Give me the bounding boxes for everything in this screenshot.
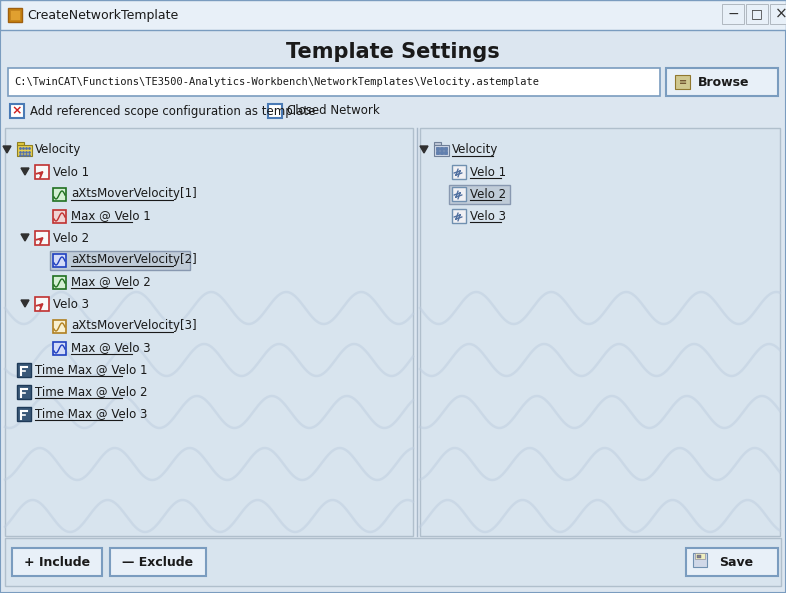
- Text: CreateNetworkTemplate: CreateNetworkTemplate: [27, 8, 178, 21]
- Bar: [452, 209, 466, 223]
- Text: Max @ Velo 3: Max @ Velo 3: [71, 342, 151, 355]
- Polygon shape: [21, 168, 29, 175]
- Bar: [50, 251, 190, 270]
- Bar: [268, 104, 282, 118]
- Text: Add referenced scope configuration as template: Add referenced scope configuration as te…: [30, 104, 315, 117]
- Bar: [8, 68, 660, 96]
- Polygon shape: [21, 234, 29, 241]
- Bar: [53, 342, 66, 355]
- Bar: [746, 4, 768, 24]
- Text: −: −: [727, 7, 739, 21]
- Text: Browse: Browse: [698, 75, 750, 88]
- Bar: [10, 104, 24, 118]
- Bar: [17, 145, 32, 156]
- Bar: [449, 185, 510, 204]
- Text: Velo 2: Velo 2: [470, 187, 506, 200]
- Bar: [722, 4, 744, 24]
- Text: aXtsMoverVelocity[3]: aXtsMoverVelocity[3]: [71, 320, 196, 333]
- Bar: [0, 0, 786, 30]
- Text: Max @ Velo 1: Max @ Velo 1: [71, 209, 151, 222]
- Text: Time Max @ Velo 3: Time Max @ Velo 3: [35, 407, 148, 420]
- Bar: [420, 128, 780, 536]
- Bar: [686, 548, 778, 576]
- Bar: [695, 553, 705, 559]
- Polygon shape: [21, 300, 29, 307]
- Text: ×: ×: [775, 7, 786, 21]
- Bar: [35, 231, 49, 245]
- Bar: [5, 538, 781, 586]
- Bar: [12, 548, 102, 576]
- Bar: [17, 363, 31, 377]
- Text: C:\TwinCAT\Functions\TE3500-Analytics-Workbench\NetworkTemplates\Velocity.astemp: C:\TwinCAT\Functions\TE3500-Analytics-Wo…: [14, 77, 539, 87]
- Bar: [697, 555, 701, 558]
- Text: Velo 3: Velo 3: [53, 298, 89, 311]
- Text: Velo 1: Velo 1: [53, 165, 89, 178]
- Bar: [53, 320, 66, 333]
- Text: Save: Save: [719, 556, 753, 569]
- Text: Velocity: Velocity: [452, 144, 498, 157]
- Text: ≡: ≡: [679, 77, 687, 87]
- Bar: [452, 165, 466, 179]
- Text: Velo 2: Velo 2: [53, 231, 89, 244]
- Text: Max @ Velo 2: Max @ Velo 2: [71, 276, 151, 289]
- Text: □: □: [751, 8, 763, 21]
- Bar: [53, 254, 66, 267]
- Text: Template Settings: Template Settings: [286, 42, 500, 62]
- Text: aXtsMoverVelocity[2]: aXtsMoverVelocity[2]: [71, 253, 196, 266]
- Bar: [35, 297, 49, 311]
- Text: Velocity: Velocity: [35, 144, 82, 157]
- Bar: [439, 151, 443, 154]
- Polygon shape: [420, 146, 428, 153]
- Bar: [666, 68, 778, 96]
- Bar: [770, 4, 786, 24]
- Bar: [443, 146, 446, 149]
- Polygon shape: [3, 146, 11, 153]
- Bar: [435, 151, 439, 154]
- Bar: [675, 75, 690, 89]
- Bar: [5, 128, 413, 536]
- Bar: [8, 8, 22, 22]
- Bar: [53, 276, 66, 289]
- Bar: [53, 210, 66, 223]
- Bar: [17, 385, 31, 399]
- Text: + Include: + Include: [24, 556, 90, 569]
- Bar: [35, 165, 49, 179]
- Text: Time Max @ Velo 1: Time Max @ Velo 1: [35, 364, 148, 377]
- Text: Time Max @ Velo 2: Time Max @ Velo 2: [35, 385, 148, 398]
- Bar: [443, 151, 446, 154]
- Text: Closed Network: Closed Network: [287, 104, 380, 117]
- Bar: [693, 553, 707, 567]
- Bar: [17, 407, 31, 421]
- Bar: [10, 10, 20, 20]
- Text: Velo 3: Velo 3: [470, 209, 506, 222]
- Bar: [434, 145, 449, 156]
- Bar: [434, 142, 441, 146]
- Text: aXtsMoverVelocity[1]: aXtsMoverVelocity[1]: [71, 187, 196, 200]
- Text: ×: ×: [12, 104, 22, 117]
- Bar: [17, 142, 24, 146]
- Bar: [53, 188, 66, 201]
- Bar: [435, 146, 439, 149]
- Text: Velo 1: Velo 1: [470, 165, 506, 178]
- Bar: [452, 187, 466, 201]
- Text: — Exclude: — Exclude: [123, 556, 193, 569]
- Bar: [110, 548, 206, 576]
- Bar: [439, 146, 443, 149]
